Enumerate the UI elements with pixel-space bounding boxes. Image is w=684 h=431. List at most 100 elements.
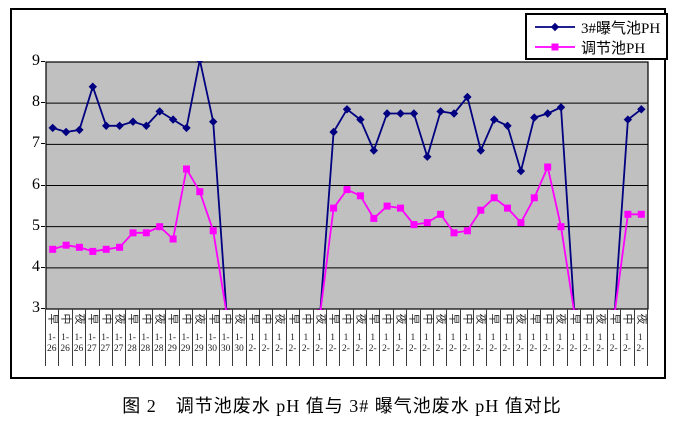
date-line1: 1- xyxy=(235,333,243,343)
x-tick-label: 早 1 2- xyxy=(486,311,500,355)
date-line1: 1 xyxy=(249,333,255,343)
x-tick-separator xyxy=(419,309,421,366)
date-line2: 2- xyxy=(502,344,511,354)
y-tick-label-3: 3 xyxy=(32,299,40,316)
x-tick-separator xyxy=(192,309,194,366)
date-line1: 1 xyxy=(504,333,509,343)
date-line1: 1 xyxy=(276,333,282,343)
data-point-marker xyxy=(343,186,351,194)
x-tick-label: 中 1- 28 xyxy=(139,311,152,355)
date-line1: 1 xyxy=(370,333,376,343)
x-tick-separator xyxy=(352,309,354,366)
date-line2: 26 xyxy=(60,344,70,354)
date-line2: 2- xyxy=(609,344,618,354)
y-tick-label-6: 6 xyxy=(32,175,40,193)
x-tick-separator xyxy=(526,309,528,366)
data-point-marker xyxy=(115,121,124,130)
data-point-marker xyxy=(88,82,97,91)
data-point-marker xyxy=(89,247,97,255)
date-line2: 30 xyxy=(220,344,231,354)
legend-item-series2: 调节池PH xyxy=(533,37,666,57)
x-tick-separator xyxy=(406,309,408,366)
data-point-marker xyxy=(637,210,645,218)
data-point-marker xyxy=(182,123,191,133)
x-tick-separator xyxy=(566,309,568,366)
x-tick-separator xyxy=(379,309,381,366)
date-line1: 1- xyxy=(101,333,110,343)
date-line2: 2- xyxy=(301,344,310,354)
date-line2: 2- xyxy=(382,344,391,354)
data-point-marker xyxy=(128,117,138,126)
legend-label-series2: 调节池PH xyxy=(581,40,646,57)
date-line2: 30 xyxy=(234,344,244,354)
date-line2: 28 xyxy=(153,344,164,354)
x-tick-separator xyxy=(606,309,608,366)
date-line2: 2- xyxy=(475,344,484,354)
x-tick-label: 中 1 2- xyxy=(420,311,433,355)
date-line1: 1 xyxy=(290,333,295,343)
data-point-marker xyxy=(624,210,632,218)
y-tick-mark xyxy=(41,143,45,145)
x-tick-label: 中 1 2- xyxy=(339,311,353,355)
data-point-marker xyxy=(396,109,405,118)
x-tick-separator xyxy=(285,309,287,366)
data-point-marker xyxy=(116,243,124,251)
plot-group xyxy=(45,61,649,310)
date-line1: 1- xyxy=(154,333,163,343)
x-tick-label: 早 1- 27 xyxy=(85,311,99,355)
date-line1: 1 xyxy=(303,333,309,343)
date-line2: 2- xyxy=(529,344,538,354)
date-line2: 26 xyxy=(46,344,57,354)
data-point-marker xyxy=(556,103,566,112)
date-line2: 29 xyxy=(167,344,177,354)
date-line1: 1- xyxy=(208,333,217,343)
y-tick-mark xyxy=(41,184,45,186)
legend-swatch-0 xyxy=(535,22,575,32)
date-line1: 1 xyxy=(490,333,496,343)
date-line1: 1 xyxy=(517,333,523,343)
x-tick-label: 早 1 2- xyxy=(366,311,380,355)
date-line2: 2- xyxy=(542,344,551,354)
data-point-marker xyxy=(517,219,525,227)
x-tick-label: 早 1 2- xyxy=(246,311,259,355)
legend-marker-square xyxy=(551,43,559,51)
date-line2: 2- xyxy=(582,344,591,354)
x-tick-label: 夜 1 2- xyxy=(272,311,286,355)
date-line2: 2- xyxy=(288,344,297,354)
x-tick-label: 中 1 2- xyxy=(299,311,313,355)
data-point-marker xyxy=(142,121,151,130)
x-tick-label: 早 1 2- xyxy=(286,311,299,355)
x-tick-label: 早 1 2- xyxy=(527,311,540,355)
date-line1: 1 xyxy=(330,333,335,343)
data-point-marker xyxy=(102,121,111,130)
legend-swatch-1 xyxy=(535,43,575,51)
y-tick-label-8: 8 xyxy=(32,93,40,111)
x-tick-label: 早 1- 28 xyxy=(125,311,139,355)
data-point-marker xyxy=(409,109,419,118)
legend-label-series1: 3#曝气池PH xyxy=(581,20,661,37)
x-tick-separator xyxy=(299,309,301,366)
x-tick-separator xyxy=(85,309,87,366)
x-tick-separator xyxy=(432,309,434,366)
data-point-marker xyxy=(463,227,471,235)
y-tick-label-9: 9 xyxy=(32,52,40,69)
series-line-1 xyxy=(319,164,575,310)
data-point-marker xyxy=(623,115,633,124)
date-line2: 2- xyxy=(435,344,444,354)
date-line1: 1- xyxy=(74,333,83,343)
date-line2: 2- xyxy=(449,344,457,354)
date-line2: 2- xyxy=(368,344,377,354)
date-line1: 1 xyxy=(397,333,402,343)
date-line1: 1 xyxy=(423,333,429,343)
data-point-marker xyxy=(490,194,498,202)
x-tick-label: 中 1 2- xyxy=(259,311,273,355)
date-line2: 2- xyxy=(395,344,404,354)
x-tick-label: 早 1 2- xyxy=(326,311,340,355)
date-line1: 1 xyxy=(316,333,322,343)
x-tick-separator xyxy=(620,309,622,366)
data-point-marker xyxy=(530,194,538,202)
date-line2: 2- xyxy=(636,344,645,354)
data-point-marker xyxy=(410,221,418,229)
x-tick-separator xyxy=(633,309,635,366)
